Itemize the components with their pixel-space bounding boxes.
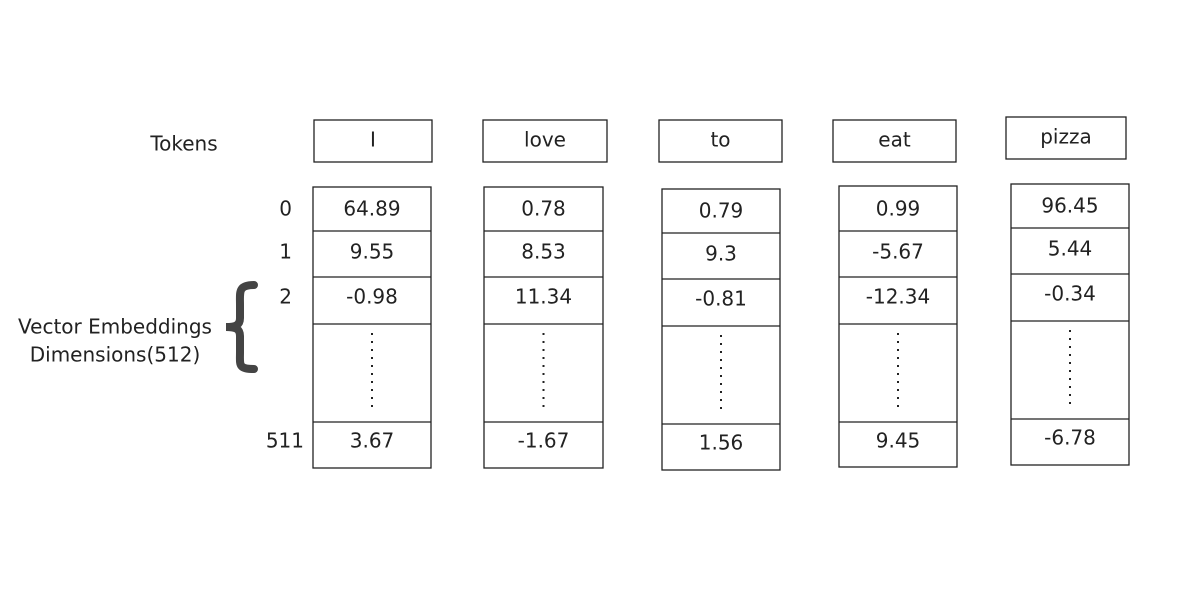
value: -6.78: [1044, 426, 1096, 450]
value: 9.55: [350, 240, 395, 264]
token-box: [832, 119, 957, 163]
token: eat: [878, 128, 911, 152]
vector-box: [312, 186, 432, 469]
row-label: 0: [279, 197, 292, 221]
value: 11.34: [515, 285, 572, 309]
value: 3.67: [350, 429, 395, 453]
value: 1.56: [699, 431, 744, 455]
row-label: 511: [266, 429, 304, 453]
tokens-label: Tokens: [149, 132, 217, 156]
value: -0.81: [695, 287, 747, 311]
value: 9.3: [705, 242, 737, 266]
token-box: [658, 119, 783, 163]
value: 9.45: [876, 429, 921, 453]
value: 64.89: [343, 197, 400, 221]
token: to: [710, 128, 730, 152]
value: 5.44: [1048, 237, 1093, 261]
token-box: [1005, 116, 1127, 160]
value: 0.99: [876, 197, 921, 221]
token-box: [482, 119, 608, 163]
value: -5.67: [872, 240, 924, 264]
row-label: 1: [279, 240, 292, 264]
value: 0.79: [699, 199, 744, 223]
value: -12.34: [866, 285, 930, 309]
side-label: Dimensions(512): [30, 343, 201, 367]
vector-box: [661, 188, 781, 471]
value: 0.78: [521, 197, 566, 221]
token: I: [370, 128, 376, 152]
vector-box: [838, 185, 958, 468]
value: -0.34: [1044, 282, 1096, 306]
row-label: 2: [279, 285, 292, 309]
vector-box: [1010, 183, 1130, 466]
value: -1.67: [518, 429, 570, 453]
side-label: Vector Embeddings: [18, 315, 212, 339]
brace: [225, 281, 258, 373]
token: pizza: [1040, 125, 1092, 149]
value: -0.98: [346, 285, 398, 309]
value: 96.45: [1041, 194, 1098, 218]
value: 8.53: [521, 240, 566, 264]
token-box: [313, 119, 433, 163]
vector-box: [483, 186, 604, 469]
token: love: [524, 128, 566, 152]
